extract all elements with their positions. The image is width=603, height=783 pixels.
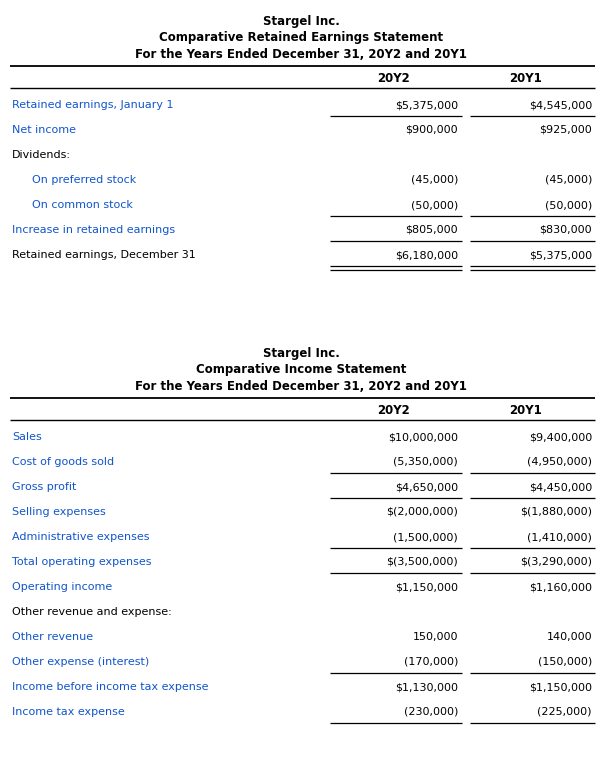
Text: Dividends:: Dividends: — [12, 150, 71, 160]
Text: 20Y1: 20Y1 — [508, 73, 541, 85]
Text: Total operating expenses: Total operating expenses — [12, 557, 151, 567]
Text: Other revenue and expense:: Other revenue and expense: — [12, 607, 172, 617]
Text: Retained earnings, December 31: Retained earnings, December 31 — [12, 250, 196, 260]
Text: Comparative Retained Earnings Statement: Comparative Retained Earnings Statement — [159, 31, 443, 45]
Text: Income before income tax expense: Income before income tax expense — [12, 682, 209, 692]
Text: $830,000: $830,000 — [539, 225, 592, 235]
Text: 140,000: 140,000 — [546, 632, 592, 642]
Text: (50,000): (50,000) — [545, 200, 592, 210]
Text: 150,000: 150,000 — [412, 632, 458, 642]
Text: For the Years Ended December 31, 20Y2 and 20Y1: For the Years Ended December 31, 20Y2 an… — [135, 49, 467, 62]
Text: 20Y2: 20Y2 — [377, 405, 409, 417]
Text: (4,950,000): (4,950,000) — [527, 457, 592, 467]
Text: $1,150,000: $1,150,000 — [395, 582, 458, 592]
Text: Income tax expense: Income tax expense — [12, 707, 125, 717]
Text: $1,160,000: $1,160,000 — [529, 582, 592, 592]
Text: (45,000): (45,000) — [411, 175, 458, 185]
Text: (50,000): (50,000) — [411, 200, 458, 210]
Text: Gross profit: Gross profit — [12, 482, 77, 492]
Text: (5,350,000): (5,350,000) — [393, 457, 458, 467]
Text: $1,130,000: $1,130,000 — [395, 682, 458, 692]
Text: Other expense (interest): Other expense (interest) — [12, 657, 150, 667]
Text: $(3,500,000): $(3,500,000) — [387, 557, 458, 567]
Text: $(2,000,000): $(2,000,000) — [386, 507, 458, 517]
Text: $6,180,000: $6,180,000 — [395, 250, 458, 260]
Text: Other revenue: Other revenue — [12, 632, 93, 642]
Text: 20Y2: 20Y2 — [377, 73, 409, 85]
Text: Net income: Net income — [12, 125, 76, 135]
Text: (45,000): (45,000) — [545, 175, 592, 185]
Text: On preferred stock: On preferred stock — [32, 175, 136, 185]
Text: (1,410,000): (1,410,000) — [527, 532, 592, 542]
Text: Administrative expenses: Administrative expenses — [12, 532, 150, 542]
Text: $10,000,000: $10,000,000 — [388, 432, 458, 442]
Text: (1,500,000): (1,500,000) — [393, 532, 458, 542]
Text: Operating income: Operating income — [12, 582, 112, 592]
Text: On common stock: On common stock — [32, 200, 133, 210]
Text: $(1,880,000): $(1,880,000) — [520, 507, 592, 517]
Text: $4,650,000: $4,650,000 — [395, 482, 458, 492]
Text: (225,000): (225,000) — [537, 707, 592, 717]
Text: Stargel Inc.: Stargel Inc. — [262, 347, 339, 359]
Text: Cost of goods sold: Cost of goods sold — [12, 457, 114, 467]
Text: Stargel Inc.: Stargel Inc. — [262, 15, 339, 27]
Text: 20Y1: 20Y1 — [508, 405, 541, 417]
Text: $(3,290,000): $(3,290,000) — [520, 557, 592, 567]
Text: $5,375,000: $5,375,000 — [395, 100, 458, 110]
Text: Sales: Sales — [12, 432, 42, 442]
Text: $9,400,000: $9,400,000 — [529, 432, 592, 442]
Text: $4,545,000: $4,545,000 — [529, 100, 592, 110]
Text: $4,450,000: $4,450,000 — [529, 482, 592, 492]
Text: Increase in retained earnings: Increase in retained earnings — [12, 225, 175, 235]
Text: Retained earnings, January 1: Retained earnings, January 1 — [12, 100, 174, 110]
Text: (170,000): (170,000) — [403, 657, 458, 667]
Text: $805,000: $805,000 — [405, 225, 458, 235]
Text: (150,000): (150,000) — [538, 657, 592, 667]
Text: Comparative Income Statement: Comparative Income Statement — [196, 363, 406, 377]
Text: $900,000: $900,000 — [405, 125, 458, 135]
Text: For the Years Ended December 31, 20Y2 and 20Y1: For the Years Ended December 31, 20Y2 an… — [135, 381, 467, 394]
Text: $1,150,000: $1,150,000 — [529, 682, 592, 692]
Text: $925,000: $925,000 — [539, 125, 592, 135]
Text: Selling expenses: Selling expenses — [12, 507, 106, 517]
Text: (230,000): (230,000) — [403, 707, 458, 717]
Text: $5,375,000: $5,375,000 — [529, 250, 592, 260]
